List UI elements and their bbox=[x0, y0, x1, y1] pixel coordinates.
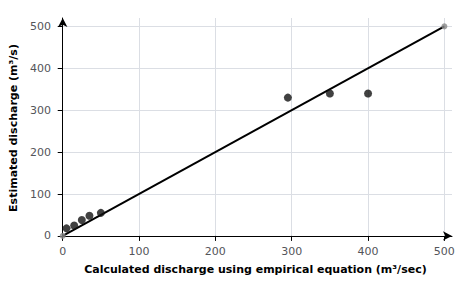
svg-text:300: 300 bbox=[30, 104, 51, 117]
svg-text:500: 500 bbox=[434, 245, 455, 258]
svg-text:0: 0 bbox=[59, 245, 66, 258]
svg-text:400: 400 bbox=[30, 62, 51, 75]
svg-text:Estimated discharge (m³/s): Estimated discharge (m³/s) bbox=[7, 44, 20, 212]
svg-text:300: 300 bbox=[281, 245, 302, 258]
svg-text:400: 400 bbox=[358, 245, 379, 258]
svg-text:Calculated discharge using emp: Calculated discharge using empirical equ… bbox=[84, 263, 427, 276]
svg-text:0: 0 bbox=[44, 229, 51, 242]
svg-text:200: 200 bbox=[30, 146, 51, 159]
svg-text:100: 100 bbox=[30, 188, 51, 201]
svg-text:100: 100 bbox=[129, 245, 150, 258]
svg-text:500: 500 bbox=[30, 20, 51, 33]
svg-text:200: 200 bbox=[205, 245, 226, 258]
